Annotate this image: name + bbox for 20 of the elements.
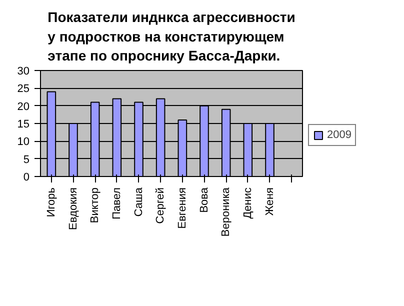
y-tick-label: 10: [17, 136, 30, 148]
x-tick-label: Вова: [198, 186, 210, 213]
legend-label: 2009: [327, 129, 352, 141]
x-tick-label: Евгения: [176, 187, 188, 229]
x-tick-label: Сергей: [154, 187, 167, 224]
y-tick-label: 0: [23, 172, 30, 184]
x-tick-label: Саша: [132, 186, 145, 217]
y-tick-label: 25: [17, 83, 30, 96]
y-tick-label: 30: [17, 66, 30, 78]
x-tick-label: Евдокия: [67, 187, 80, 230]
x-tick-label: Вероника: [220, 186, 232, 237]
y-tick-label: 5: [23, 154, 30, 166]
x-tick-label: Игорь: [45, 187, 58, 218]
y-tick-label: 15: [17, 118, 30, 130]
x-tick-label: Виктор: [89, 187, 102, 224]
x-tick-label: Женя: [264, 187, 276, 216]
chart-title: Показатели инднкса агрессивности у подростков на констатирующем этапе по опроснику Басса-Дарки.: [48, 9, 296, 64]
x-tick-label: Павел: [110, 187, 123, 220]
x-tick-label: Денис: [242, 187, 254, 219]
y-tick-label: 20: [17, 100, 30, 113]
